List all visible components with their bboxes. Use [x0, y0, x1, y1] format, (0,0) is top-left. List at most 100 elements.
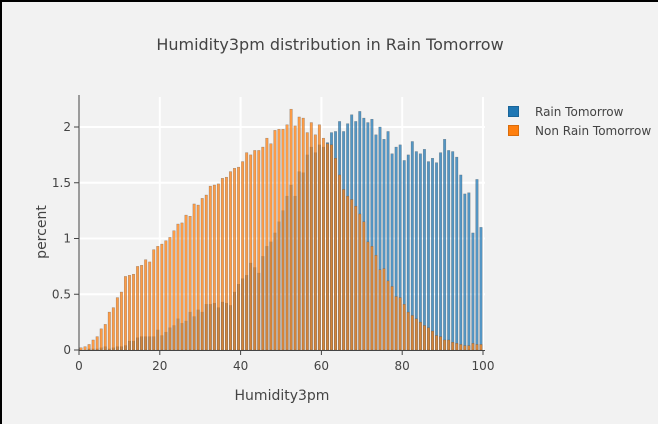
bar-non-rain[interactable]: [249, 154, 253, 351]
bar-rain[interactable]: [427, 161, 430, 351]
bar-non-rain[interactable]: [358, 213, 362, 351]
bar-non-rain[interactable]: [140, 265, 144, 351]
bar-non-rain[interactable]: [216, 183, 220, 351]
bar-non-rain[interactable]: [144, 259, 148, 351]
bar-non-rain[interactable]: [447, 339, 451, 351]
bar-non-rain[interactable]: [95, 336, 99, 351]
bar-non-rain[interactable]: [463, 345, 467, 351]
bar-non-rain[interactable]: [370, 246, 374, 351]
bar-non-rain[interactable]: [386, 280, 390, 351]
bar-non-rain[interactable]: [83, 346, 87, 351]
bar-non-rain[interactable]: [99, 328, 103, 351]
bar-non-rain[interactable]: [330, 144, 333, 351]
bar-non-rain[interactable]: [297, 116, 301, 351]
bar-non-rain[interactable]: [366, 241, 370, 351]
bar-non-rain[interactable]: [309, 122, 313, 351]
bar-rain[interactable]: [422, 149, 426, 351]
bar-rain[interactable]: [435, 162, 438, 351]
bar-non-rain[interactable]: [200, 198, 204, 351]
bar-non-rain[interactable]: [128, 275, 131, 351]
bar-non-rain[interactable]: [443, 339, 447, 351]
bar-non-rain[interactable]: [435, 335, 438, 351]
bar-non-rain[interactable]: [241, 161, 245, 351]
bar-non-rain[interactable]: [378, 269, 382, 351]
bar-non-rain[interactable]: [406, 311, 410, 351]
bar-non-rain[interactable]: [313, 134, 317, 351]
legend-item-rain[interactable]: Rain Tomorrow: [508, 102, 651, 121]
bar-non-rain[interactable]: [285, 124, 289, 351]
bar-non-rain[interactable]: [342, 189, 346, 351]
bar-non-rain[interactable]: [136, 266, 140, 351]
bar-non-rain[interactable]: [317, 124, 321, 351]
bar-non-rain[interactable]: [354, 205, 358, 351]
bar-non-rain[interactable]: [402, 304, 406, 351]
bar-non-rain[interactable]: [467, 345, 471, 351]
bar-non-rain[interactable]: [180, 222, 184, 351]
bar-non-rain[interactable]: [91, 339, 95, 351]
bar-non-rain[interactable]: [160, 243, 164, 351]
bar-non-rain[interactable]: [390, 286, 394, 351]
bar-non-rain[interactable]: [394, 296, 398, 351]
bar-non-rain[interactable]: [103, 324, 107, 351]
bar-non-rain[interactable]: [334, 158, 337, 351]
bar-non-rain[interactable]: [184, 214, 188, 351]
bar-non-rain[interactable]: [79, 347, 83, 351]
bar-non-rain[interactable]: [168, 237, 172, 351]
bar-non-rain[interactable]: [451, 341, 455, 351]
bar-non-rain[interactable]: [172, 230, 176, 351]
bar-non-rain[interactable]: [410, 315, 414, 351]
bar-non-rain[interactable]: [269, 143, 273, 351]
legend-item-non-rain[interactable]: Non Rain Tomorrow: [508, 121, 651, 140]
bar-non-rain[interactable]: [261, 146, 265, 351]
bar-non-rain[interactable]: [374, 255, 378, 351]
bar-non-rain[interactable]: [289, 108, 293, 351]
bar-non-rain[interactable]: [398, 297, 402, 351]
bar-non-rain[interactable]: [427, 327, 430, 351]
bar-rain[interactable]: [467, 192, 471, 351]
bar-non-rain[interactable]: [124, 276, 127, 351]
bar-non-rain[interactable]: [326, 143, 329, 351]
bar-non-rain[interactable]: [382, 268, 386, 351]
bar-rain[interactable]: [455, 156, 459, 351]
bar-non-rain[interactable]: [281, 129, 285, 351]
bar-non-rain[interactable]: [192, 203, 196, 351]
bar-non-rain[interactable]: [431, 330, 434, 351]
bar-non-rain[interactable]: [152, 249, 156, 351]
bar-non-rain[interactable]: [362, 221, 366, 351]
bar-non-rain[interactable]: [475, 344, 479, 351]
bar-non-rain[interactable]: [176, 223, 180, 351]
bar-non-rain[interactable]: [277, 129, 281, 351]
bar-non-rain[interactable]: [418, 321, 422, 351]
bar-non-rain[interactable]: [455, 343, 459, 351]
bar-non-rain[interactable]: [119, 291, 123, 351]
bar-non-rain[interactable]: [111, 307, 115, 351]
bar-rain[interactable]: [431, 158, 434, 351]
bar-non-rain[interactable]: [257, 150, 261, 351]
bar-non-rain[interactable]: [245, 152, 249, 351]
bar-non-rain[interactable]: [204, 194, 208, 351]
bar-non-rain[interactable]: [265, 137, 269, 351]
bar-non-rain[interactable]: [414, 318, 418, 351]
bar-non-rain[interactable]: [350, 199, 354, 351]
bar-non-rain[interactable]: [225, 176, 228, 351]
bar-rain[interactable]: [418, 153, 422, 351]
bar-rain[interactable]: [447, 150, 451, 351]
bar-non-rain[interactable]: [156, 246, 160, 351]
bar-non-rain[interactable]: [132, 273, 135, 351]
bar-non-rain[interactable]: [273, 130, 277, 351]
bar-rain[interactable]: [479, 227, 483, 351]
bar-non-rain[interactable]: [148, 261, 152, 351]
bar-rain[interactable]: [475, 179, 479, 351]
bar-non-rain[interactable]: [188, 215, 192, 351]
bar-non-rain[interactable]: [293, 125, 297, 351]
bar-non-rain[interactable]: [439, 336, 443, 351]
bar-non-rain[interactable]: [301, 117, 305, 351]
bar-rain[interactable]: [463, 193, 467, 351]
bar-rain[interactable]: [443, 139, 447, 351]
bar-non-rain[interactable]: [422, 325, 426, 351]
bar-non-rain[interactable]: [107, 311, 111, 351]
bar-non-rain[interactable]: [321, 137, 325, 351]
bar-non-rain[interactable]: [346, 195, 350, 351]
bar-non-rain[interactable]: [305, 132, 309, 351]
